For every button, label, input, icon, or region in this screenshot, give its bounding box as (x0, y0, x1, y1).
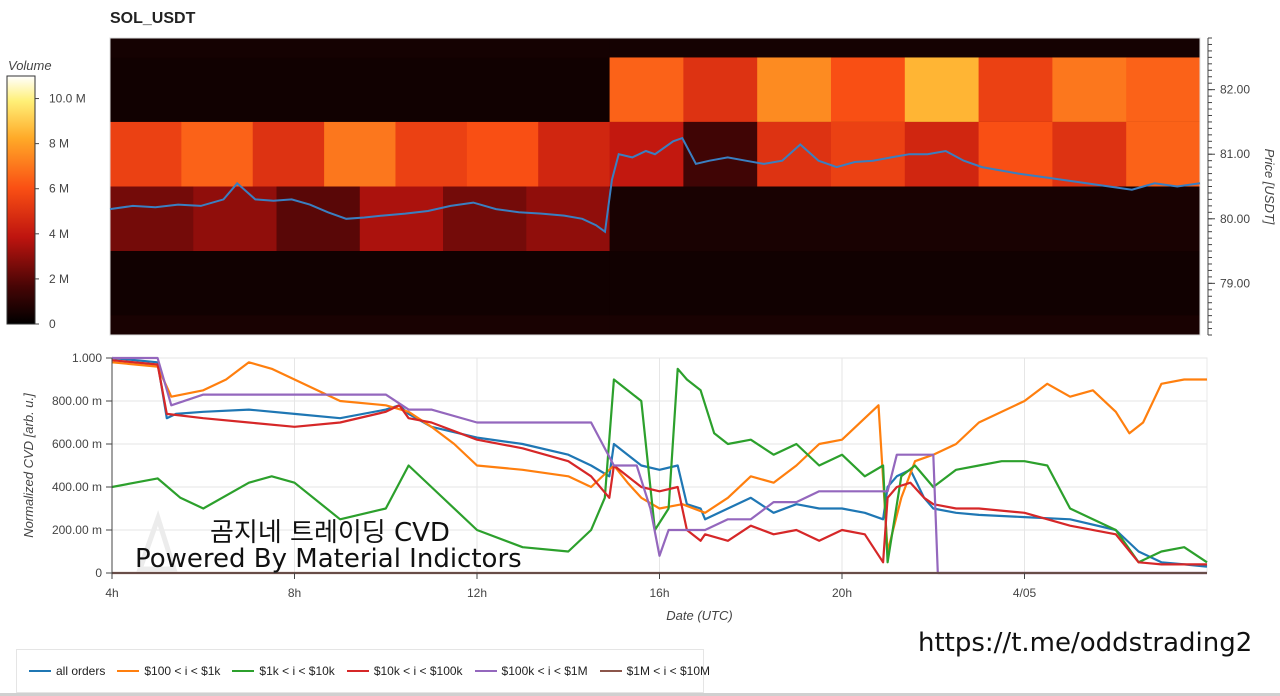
legend-item[interactable]: $1k < i < $10k (232, 664, 335, 678)
cvd-y-tick-label: 0 (95, 566, 102, 580)
heatmap-cell (1126, 57, 1201, 122)
heatmap-cell (1052, 57, 1127, 122)
heatmap-cell (110, 38, 611, 58)
colorbar-tick-label: 8 M (49, 137, 69, 151)
colorbar-title: Volume (8, 58, 52, 73)
cvd-y-tick-label: 400.00 m (52, 480, 102, 494)
heatmap-cell (526, 186, 611, 252)
chart-title: SOL_USDT (110, 10, 196, 27)
price-axis-label: Price [USDT] (1262, 149, 1277, 225)
colorbar-tick-label: 10.0 M (49, 92, 86, 106)
heatmap-cell (609, 315, 1201, 335)
heatmap-cell (443, 186, 527, 252)
heatmap-cell (359, 186, 444, 252)
heatmap-cell (683, 57, 758, 122)
legend-swatch (599, 670, 622, 672)
heatmap-cell (324, 121, 396, 187)
heatmap-cell (1052, 121, 1127, 187)
price-axis: 79.00 80.00 81.00 82.00 Price [USDT] (1207, 37, 1277, 336)
legend-swatch (29, 670, 51, 672)
colorbar-tick-label: 6 M (49, 182, 69, 196)
cvd-x-tick-label: 20h (832, 586, 852, 600)
heatmap-cell (757, 57, 832, 122)
cvd-x-tick-label: 8h (288, 586, 301, 600)
cvd-y-tick-label: 600.00 m (52, 437, 102, 451)
heatmap-cell (110, 57, 611, 122)
legend-swatch (117, 670, 140, 672)
heatmap-cell (683, 121, 758, 187)
legend-item[interactable]: $10k < i < $100k (346, 664, 463, 678)
price-tick-label: 79.00 (1220, 276, 1250, 290)
cvd-series-line (111, 359, 1207, 566)
heatmap-cell (609, 251, 1201, 316)
heatmap-cell (757, 121, 832, 187)
heatmap-cell (609, 38, 1201, 58)
legend-item[interactable]: $100k < i < $1M (474, 664, 588, 678)
heatmap-cell (110, 186, 194, 252)
legend-label: $1k < i < $10k (259, 664, 335, 678)
heatmap-cell (110, 315, 611, 335)
price-line (109, 136, 1201, 234)
cvd-series-line (112, 356, 1207, 575)
heatmap-cell (110, 251, 611, 316)
legend-item[interactable]: $1M < i < $10M (599, 664, 710, 678)
cvd-series-line (111, 356, 1208, 568)
watermark-title: 곰지네 트레이딩 CVD (210, 518, 450, 548)
heatmap-cell (609, 57, 684, 122)
legend-swatch (474, 670, 497, 672)
heatmap-cell (395, 121, 468, 187)
cvd-y-tick-label: 200.00 m (52, 523, 102, 537)
heatmap-cell (110, 121, 182, 187)
heatmap-cell (193, 186, 278, 252)
watermark-subtitle: Powered By Material Indictors (135, 544, 522, 574)
heatmap-cell (538, 121, 611, 187)
heatmap-cell (181, 121, 254, 187)
telegram-link[interactable]: https://t.me/oddstrading2 (918, 628, 1253, 658)
heatmap-cell (830, 57, 906, 122)
legend-item[interactable]: all orders (29, 664, 105, 678)
cvd-y-axis-label: Normalized CVD [arb. u.] (21, 393, 36, 538)
cvd-x-tick-label: 4/05 (1013, 586, 1037, 600)
legend-swatch (232, 670, 255, 672)
colorbar-tick-label: 4 M (49, 227, 69, 241)
legend-label: $100 < i < $1k (144, 664, 221, 678)
cvd-x-axis-label: Date (UTC) (666, 608, 732, 623)
heatmap-cell (830, 121, 906, 187)
legend-item[interactable]: $100 < i < $1k (117, 664, 220, 678)
heatmap-cell (978, 57, 1053, 122)
colorbar-gradient (6, 75, 36, 325)
cvd-x-tick-label: 16h (649, 586, 669, 600)
cvd-series-line (111, 367, 1208, 564)
colorbar-tick-label: 2 M (49, 272, 69, 286)
heatmap-chart: Volume 0 2 M 4 M 6 M 8 M 10.0 M 79.00 80.00 81.0… (6, 37, 1277, 336)
heatmap-cells (109, 37, 1201, 336)
legend-label: all orders (56, 664, 106, 678)
heatmap-cell (252, 121, 325, 187)
heatmap-cell (609, 186, 1201, 252)
legend-label: $1M < i < $10M (626, 664, 710, 678)
price-tick-label: 80.00 (1220, 212, 1250, 226)
heatmap-cell (904, 57, 980, 122)
legend-swatch (346, 670, 369, 672)
bottom-divider (0, 693, 1280, 696)
cvd-y-tick-label: 1.000 (72, 351, 102, 365)
watermark-logo (136, 510, 178, 572)
price-tick-label: 81.00 (1220, 147, 1250, 161)
heatmap-cell (1126, 121, 1201, 187)
cvd-x-tick-label: 12h (467, 586, 487, 600)
heatmap-cell (466, 121, 539, 187)
colorbar-tick-label: 0 (49, 317, 56, 331)
cvd-chart: 4h 8h 12h 16h 20h 4/05 0 200.00 m 400.00 m 600.00… (21, 351, 1208, 623)
cvd-x-tick-label: 4h (105, 586, 118, 600)
legend: all orders $100 < i < $1k $1k < i < $10k $1… (16, 649, 710, 693)
legend-label: $100k < i < $1M (501, 664, 588, 678)
colorbar: Volume 0 2 M 4 M 6 M 8 M 10.0 M (6, 58, 86, 331)
price-tick-label: 82.00 (1220, 83, 1250, 97)
heatmap-frame (109, 37, 1201, 336)
cvd-y-tick-label: 800.00 m (52, 394, 102, 408)
legend-label: $10k < i < $100k (373, 664, 463, 678)
cvd-axes: 4h 8h 12h 16h 20h 4/05 0 200.00 m 400.00 m 600.00… (21, 351, 1207, 623)
